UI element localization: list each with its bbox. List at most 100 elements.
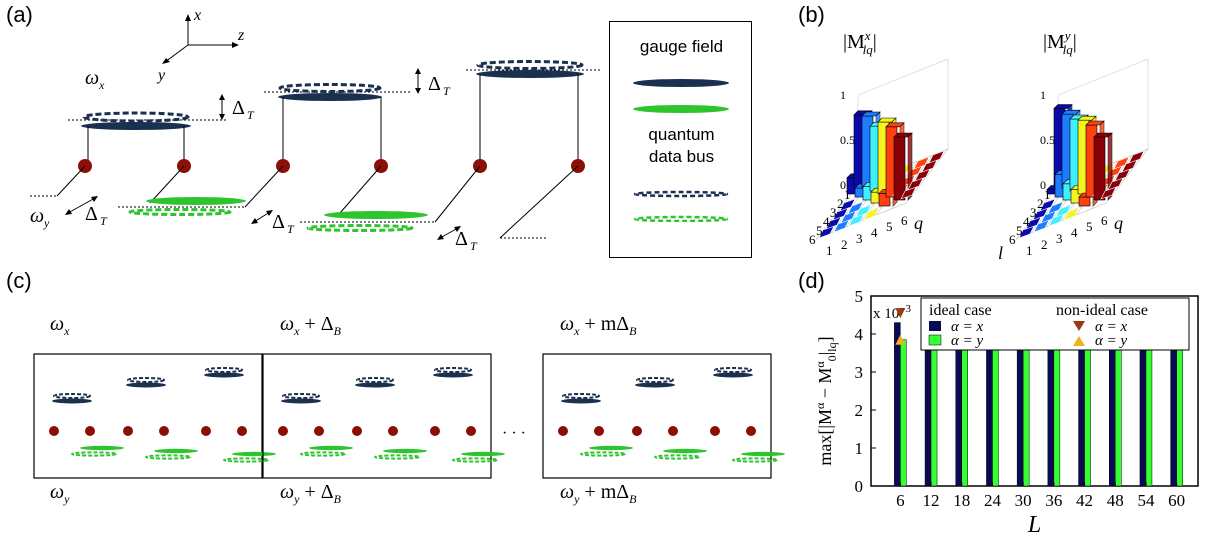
l-tick-label: 4 <box>1023 214 1030 229</box>
floor-grid-line <box>905 148 949 204</box>
omega-label: ωx + mΔB <box>560 313 637 338</box>
y-tick-label: 1 <box>855 439 864 458</box>
y-multiplier: x 10−3 <box>873 303 911 322</box>
qubit <box>278 426 288 436</box>
panel-b-3d-bars: 10.50123456123456lq|Mxlq|10.501234561234… <box>809 28 1149 263</box>
legend-swatch-ideal-y <box>928 334 942 346</box>
qubit <box>237 426 247 436</box>
x-tick-label: 12 <box>923 491 940 510</box>
z-tick-label: 0 <box>840 178 846 192</box>
panel-a-diagram: x z y ω x ω y Δ T Δ T <box>30 7 600 253</box>
q-tick-label: 2 <box>1041 237 1048 252</box>
matrix-tile <box>863 207 880 221</box>
bus-dashed <box>654 454 700 460</box>
bar-ideal-y <box>1176 337 1183 487</box>
gauge-dashed <box>636 377 674 383</box>
gauge-field <box>713 372 753 378</box>
axis-x-label: x <box>193 7 201 24</box>
block-2 <box>262 353 505 479</box>
bar-ideal-y <box>900 339 907 487</box>
q-tick-label: 6 <box>901 213 908 228</box>
marker-nonideal-x <box>895 308 906 319</box>
qubit <box>632 426 642 436</box>
block-frame <box>542 353 772 479</box>
gauge-dashed <box>562 393 600 399</box>
x-tick-label: 6 <box>896 491 905 510</box>
matrix-tile <box>1055 204 1072 218</box>
gauge-dashed <box>356 377 394 383</box>
bus-field <box>741 451 785 457</box>
matrix-tile <box>913 156 930 170</box>
legend-label-nonideal-x: α = x <box>1095 319 1127 335</box>
q-tick-label: 4 <box>1071 225 1078 240</box>
legend-label-ideal-x: α = x <box>951 319 983 335</box>
x-tick-label: 36 <box>1045 491 1062 510</box>
bus-dashed <box>71 451 117 457</box>
bar-ideal-y <box>961 337 968 487</box>
y-axis-label: max[|Mα − Mα0|lq] <box>813 336 839 465</box>
omega-y-sub: y <box>43 216 50 230</box>
bar-ideal-y <box>930 337 938 487</box>
gauge-dashed <box>53 393 91 399</box>
matrix-bar <box>893 136 906 201</box>
qubit <box>85 426 95 436</box>
q-axis-label: q <box>914 213 923 233</box>
z-tick-label: 1 <box>840 88 846 102</box>
coupler-unit-2: Δ T Δ T <box>244 68 451 236</box>
matrix-bar <box>1078 196 1091 207</box>
qubit <box>430 426 440 436</box>
x-tick-label: 30 <box>1015 491 1032 510</box>
svg-text:T: T <box>470 239 478 253</box>
legend-label-nonideal-y: α = y <box>1095 333 1127 349</box>
bus-dashed <box>580 451 626 457</box>
omega-label: ωy <box>50 481 70 506</box>
omega-label: ωx + ΔB <box>280 313 342 338</box>
qubit <box>49 426 59 436</box>
axis-triad: x z y <box>156 7 245 84</box>
bus-field <box>232 451 276 457</box>
block-1 <box>33 353 276 479</box>
coupler-unit-1: Δ T Δ T <box>30 94 255 228</box>
x-tick-label: 60 <box>1168 491 1185 510</box>
qubit <box>558 426 568 436</box>
l-tick-label: 3 <box>1030 205 1037 220</box>
bus-field <box>663 448 707 454</box>
omega-x-label: ω <box>85 67 99 89</box>
l-tick-label: 2 <box>1037 196 1044 211</box>
matrix-tile <box>1113 156 1130 170</box>
x-tick-label: 54 <box>1137 491 1155 510</box>
matrix-bar <box>1093 136 1106 201</box>
y-tick-label: 3 <box>855 363 864 382</box>
l-tick-label: 6 <box>1009 232 1016 247</box>
omega-label: ωy + ΔB <box>280 481 342 506</box>
legend-swatch-ideal-x <box>929 321 941 331</box>
svg-text:T: T <box>443 84 451 98</box>
bar-ideal-x <box>894 322 901 487</box>
legend-label-ideal-y: α = y <box>951 333 983 349</box>
svg-text:T: T <box>287 222 295 236</box>
q-tick-label: 3 <box>1056 231 1063 246</box>
delta-t-label-1: Δ <box>232 97 245 119</box>
q-tick-label: 6 <box>1101 213 1108 228</box>
y-tick-label: 2 <box>855 401 864 420</box>
delta-t-label-5: Δ <box>455 228 468 250</box>
block-frame <box>262 353 492 479</box>
qubit <box>123 426 133 436</box>
gauge-field <box>433 372 473 378</box>
q-axis-label: q <box>1114 213 1123 233</box>
q-tick-label: 5 <box>886 219 893 234</box>
bar-ideal-y <box>992 337 999 487</box>
matrix-bar-side <box>1107 132 1113 201</box>
delta-t-label-4: Δ <box>272 211 285 233</box>
l-axis-label: l <box>998 243 1003 263</box>
l-tick-label: 4 <box>823 214 830 229</box>
q-tick-label: 4 <box>871 225 878 240</box>
bus-dashed <box>374 454 420 460</box>
omega-label: ωx <box>50 313 70 338</box>
qubit <box>314 426 324 436</box>
z-tick-label: 0 <box>1040 178 1046 192</box>
qubit <box>159 426 169 436</box>
